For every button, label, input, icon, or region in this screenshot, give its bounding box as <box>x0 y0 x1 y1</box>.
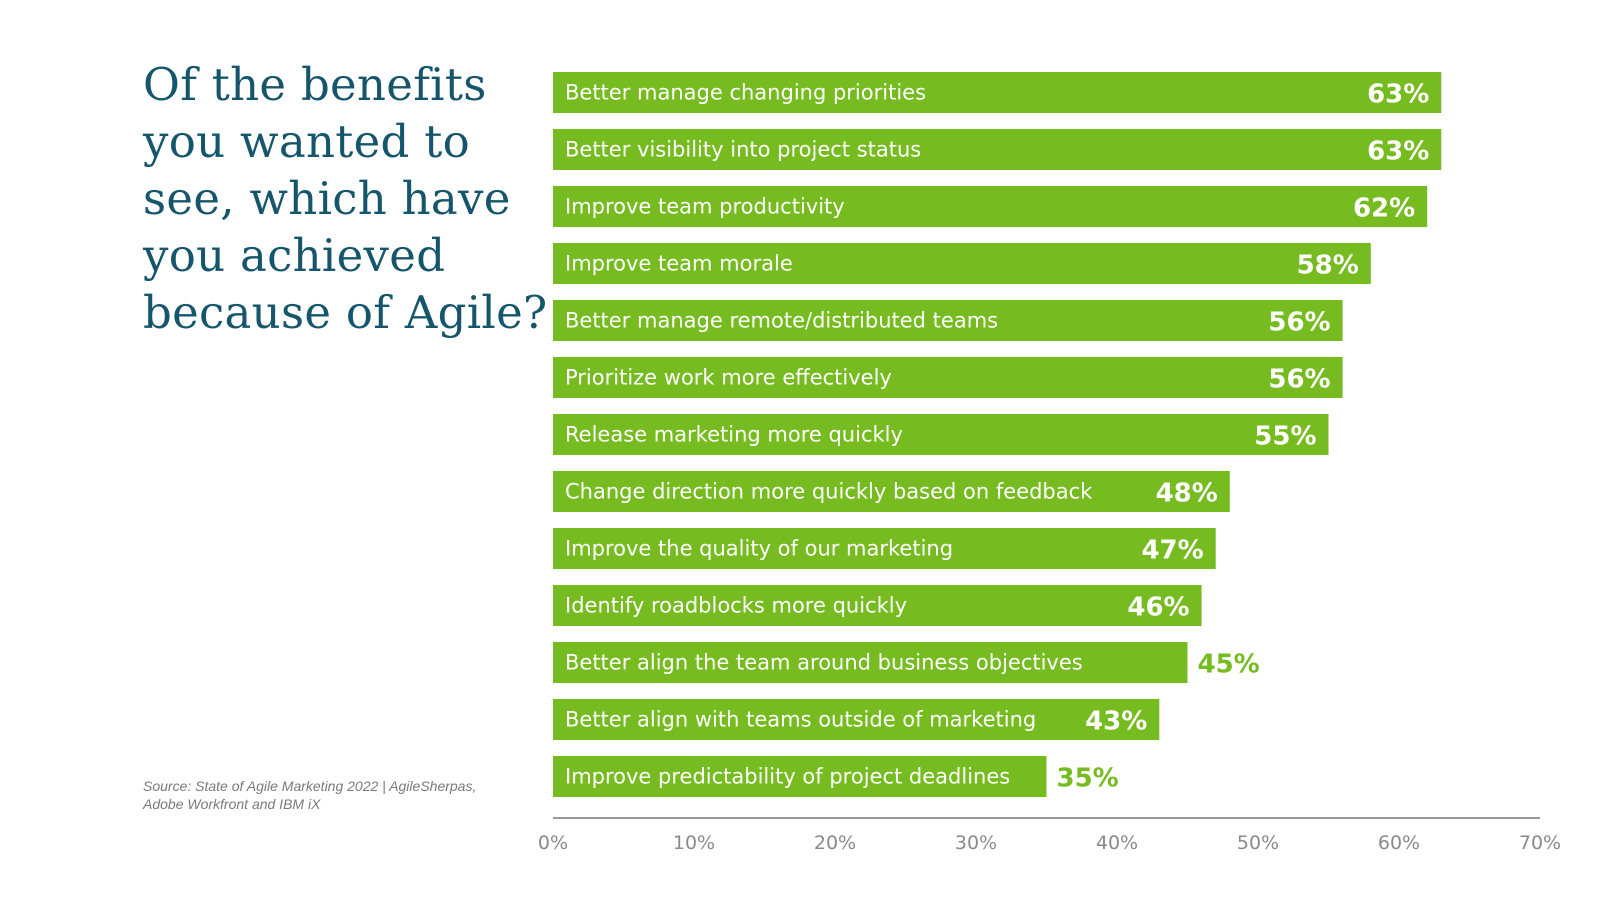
bar-category-label: Change direction more quickly based on f… <box>565 480 1093 504</box>
x-tick-label: 70% <box>1519 832 1561 854</box>
bar-category-label: Prioritize work more effectively <box>565 366 892 390</box>
bar <box>553 243 1371 284</box>
bar-value-label: 58% <box>1297 251 1359 281</box>
bar-value-label: 48% <box>1156 479 1218 509</box>
x-tick-label: 40% <box>1096 832 1138 854</box>
bar-category-label: Better manage changing priorities <box>565 81 926 105</box>
bar-value-label: 47% <box>1141 536 1203 566</box>
bar <box>553 642 1188 683</box>
source-line: Source: State of Agile Marketing 2022 | … <box>143 778 477 794</box>
bar <box>553 528 1216 569</box>
chart-title-line: Of the benefits <box>143 58 487 111</box>
bar-value-label: 35% <box>1057 764 1119 794</box>
bar-value-label: 45% <box>1198 650 1260 680</box>
bar-value-label: 63% <box>1367 80 1429 110</box>
bar <box>553 357 1343 398</box>
bar <box>553 300 1343 341</box>
chart-title-line: you wanted to <box>143 115 471 168</box>
bar-category-label: Better visibility into project status <box>565 138 921 162</box>
chart-title-line: because of Agile? <box>143 286 548 339</box>
bar-value-label: 62% <box>1353 194 1415 224</box>
bar-value-label: 56% <box>1268 308 1330 338</box>
bar-value-label: 63% <box>1367 137 1429 167</box>
bar <box>553 414 1329 455</box>
x-tick-label: 10% <box>673 832 715 854</box>
bar-category-label: Identify roadblocks more quickly <box>565 594 907 618</box>
bar <box>553 72 1442 113</box>
bar-category-label: Better align the team around business ob… <box>565 651 1083 675</box>
bar-value-label: 46% <box>1127 593 1189 623</box>
bar <box>553 129 1442 170</box>
bar <box>553 186 1428 227</box>
bar <box>553 756 1047 797</box>
chart-title-line: see, which have <box>143 172 511 225</box>
x-tick-label: 50% <box>1237 832 1279 854</box>
source-line: Adobe Workfront and IBM iX <box>143 796 321 812</box>
bar-category-label: Improve predictability of project deadli… <box>565 765 1010 789</box>
bar-category-label: Improve team productivity <box>565 195 845 219</box>
chart-title: Of the benefits you wanted to see, which… <box>143 56 548 341</box>
bar-value-label: 55% <box>1254 422 1316 452</box>
bar-value-label: 43% <box>1085 707 1147 737</box>
bar-category-label: Better align with teams outside of marke… <box>565 708 1036 732</box>
bar-category-label: Better manage remote/distributed teams <box>565 309 998 333</box>
x-tick-label: 30% <box>955 832 997 854</box>
source-note: Source: State of Agile Marketing 2022 | … <box>143 777 523 813</box>
bar-value-label: 56% <box>1268 365 1330 395</box>
x-tick-label: 0% <box>538 832 568 854</box>
bar <box>553 585 1202 626</box>
chart-title-line: you achieved <box>143 229 446 282</box>
bar <box>553 699 1160 740</box>
bar-category-label: Improve team morale <box>565 252 793 276</box>
bar-category-label: Improve the quality of our marketing <box>565 537 953 561</box>
x-tick-label: 60% <box>1378 832 1420 854</box>
x-tick-label: 20% <box>814 832 856 854</box>
bar-category-label: Release marketing more quickly <box>565 423 903 447</box>
bar <box>553 471 1230 512</box>
